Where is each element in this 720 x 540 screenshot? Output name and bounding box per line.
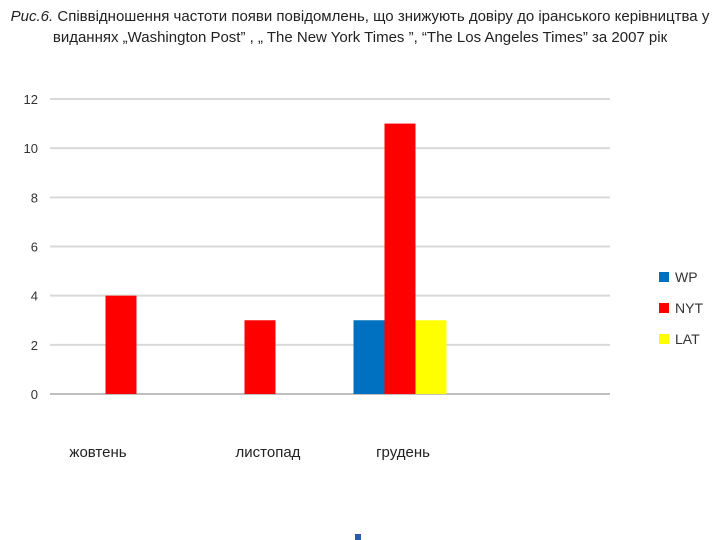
x-axis-labels: жовтень листопад грудень: [69, 444, 430, 461]
legend: WP NYT LAT: [659, 269, 703, 347]
y-tick-label: 6: [31, 240, 38, 255]
stray-mark: [355, 534, 361, 540]
y-tick-label: 8: [31, 190, 38, 205]
gridlines: [50, 98, 610, 395]
x-category-label: листопад: [236, 444, 301, 461]
legend-swatch-wp: [659, 272, 669, 282]
y-tick-label: 4: [31, 289, 38, 304]
bar-lat-3: [415, 320, 447, 394]
chart-caption: Рис.6. Співвідношення частоти появи пові…: [10, 6, 710, 48]
y-tick-label: 10: [24, 141, 38, 156]
x-category-label: грудень: [376, 444, 430, 461]
bars: [105, 123, 447, 394]
bar-nyt-2: [244, 320, 276, 394]
legend-swatch-lat: [659, 334, 669, 344]
legend-swatch-nyt: [659, 303, 669, 313]
figure-label: Рис.6.: [10, 8, 54, 25]
legend-label-lat: LAT: [675, 331, 700, 347]
y-axis-ticks: 0 2 4 6 8 10 12: [24, 92, 38, 402]
bar-wp-3: [353, 320, 385, 394]
bar-nyt-3: [384, 123, 416, 394]
y-tick-label: 12: [24, 92, 38, 107]
caption-text: Співвідношення частоти появи повідомлень…: [52, 8, 710, 46]
bar-nyt-1: [105, 295, 137, 394]
legend-label-nyt: NYT: [675, 300, 703, 316]
y-tick-label: 0: [31, 387, 38, 402]
legend-label-wp: WP: [675, 269, 698, 285]
x-category-label: жовтень: [69, 444, 126, 461]
y-tick-label: 2: [31, 338, 38, 353]
